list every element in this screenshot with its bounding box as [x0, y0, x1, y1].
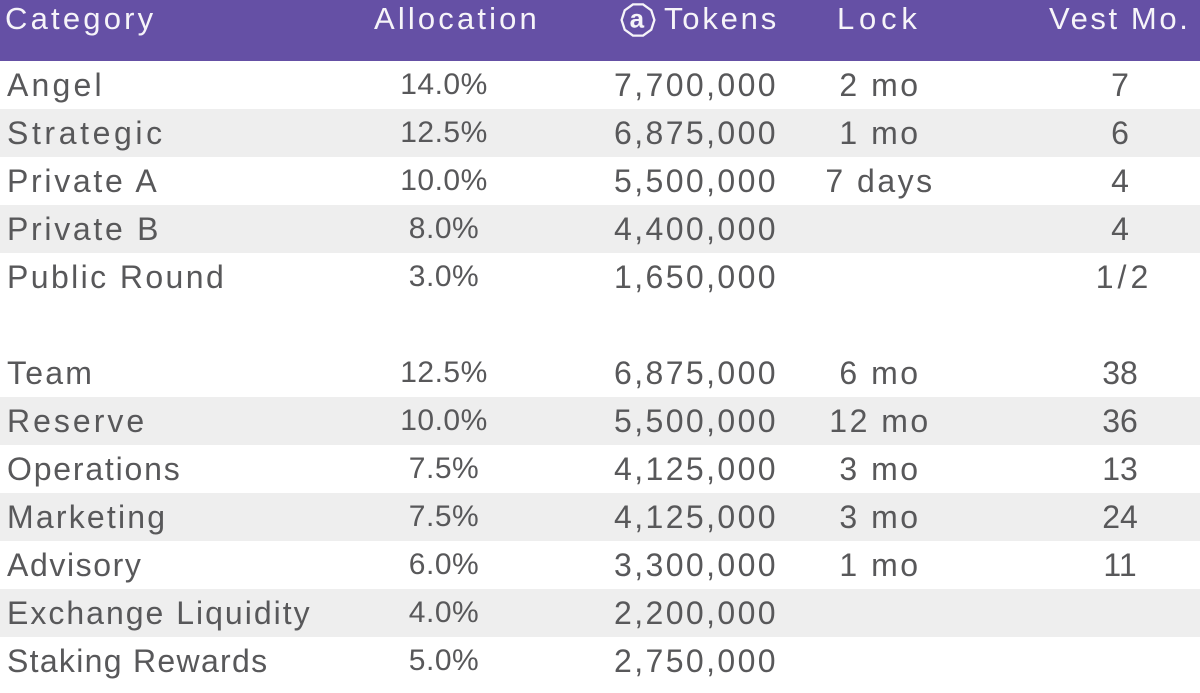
svg-text:a: a	[630, 4, 647, 34]
